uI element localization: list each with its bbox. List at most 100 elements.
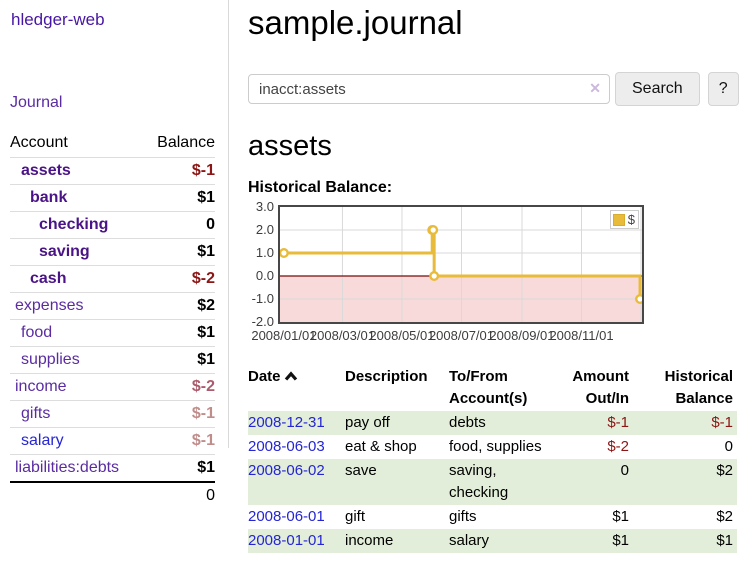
transaction-date-link[interactable]: 2008-06-03 [248,438,325,455]
account-link[interactable]: gifts [21,405,51,422]
accounts-rows: assets $-1 bank $1 checking 0 saving $1 cash $-2 e… [10,157,215,482]
account-row: supplies $1 [10,346,215,374]
account-row: assets $-1 [10,157,215,185]
transaction-balance: $-1 [711,414,733,431]
transaction-amount: $-1 [607,414,629,431]
accounts-table: Account Balance assets $-1 bank $1 checking 0… [10,134,215,509]
account-link[interactable]: bank [30,189,68,206]
transaction-description: save [345,462,377,479]
chart-legend: $ [609,210,639,229]
account-row: expenses $2 [10,292,215,320]
transaction-date-link[interactable]: 2008-06-01 [248,508,325,525]
transaction-accounts: salary [449,532,490,549]
account-link[interactable]: salary [21,432,64,449]
transaction-description: eat & shop [345,438,417,455]
account-row: checking 0 [10,211,215,239]
clear-search-icon[interactable]: ✕ [589,80,601,96]
y-axis-label: 0.0 [255,268,274,283]
transaction-description: pay off [345,414,390,431]
transaction-row: 2008-06-03 eat & shop food, supplies $-2 0 [248,435,737,459]
transaction-amount: $1 [612,508,629,525]
transactions-table: Date Description To/From Account(s) Amou… [248,365,737,553]
page-title: sample.journal [248,4,463,41]
transaction-balance: $2 [716,462,733,479]
transaction-description: income [345,532,394,549]
y-axis-label: 1.0 [255,245,274,260]
account-balance: 0 [143,211,215,239]
account-link[interactable]: saving [39,243,90,260]
account-row: salary $-1 [10,427,215,455]
accounts-total-value: 0 [143,481,215,509]
account-balance: $-2 [143,265,215,293]
column-header-description: Description [345,368,428,385]
search-help-button[interactable]: ? [707,72,739,106]
transaction-accounts: gifts [449,508,477,525]
transaction-balance: $1 [716,532,733,549]
y-axis-label: -1.0 [251,291,274,306]
account-link[interactable]: liabilities:debts [15,459,120,476]
account-balance: $2 [143,292,215,320]
account-balance: $-1 [143,400,215,428]
transaction-description: gift [345,508,366,525]
account-row: saving $1 [10,238,215,266]
transactions-rows: 2008-12-31 pay off debts $-1 $-1 2008-06-03 ea… [248,411,737,553]
account-row: cash $-2 [10,265,215,293]
account-row: gifts $-1 [10,400,215,428]
account-link[interactable]: income [15,378,67,395]
transaction-row: 2008-12-31 pay off debts $-1 $-1 [248,411,737,435]
account-heading: assets [248,130,332,162]
account-link[interactable]: assets [21,162,71,179]
transaction-amount: 0 [620,462,629,479]
x-axis-label: 2008/09/01 [489,328,555,343]
column-header-amount: Amount Out/In [572,368,629,407]
transaction-date-link[interactable]: 2008-06-02 [248,462,325,479]
accounts-header-balance: Balance [157,134,215,151]
account-row: food $1 [10,319,215,347]
transaction-accounts: food, supplies [449,438,542,455]
x-axis-label: 2008/01/01 [251,328,317,343]
sidebar-item-journal[interactable]: Journal [10,94,63,111]
y-axis-label: 2.0 [255,222,274,237]
search-input[interactable] [248,74,610,104]
account-balance: $1 [143,454,215,482]
account-balance: $-2 [143,373,215,401]
x-axis-label: 2008/03/01 [309,328,375,343]
x-axis-label: 2008/05/01 [369,328,435,343]
transaction-date-link[interactable]: 2008-01-01 [248,532,325,549]
transaction-amount: $1 [612,532,629,549]
sidebar: hledger-web Journal Account Balance asse… [0,0,229,509]
legend-swatch-icon [612,213,625,226]
app-brand-link[interactable]: hledger-web [11,10,105,29]
y-axis-label: -2.0 [251,314,274,329]
sort-up-icon [284,371,297,381]
transaction-amount: $-2 [607,438,629,455]
column-header-balance: Historical Balance [664,368,733,407]
x-axis-label: 2008/07/01 [428,328,495,343]
total-spacer [10,481,144,509]
transaction-row: 2008-06-02 save saving, checking 0 $2 [248,459,737,505]
account-row: liabilities:debts $1 [10,454,215,482]
transactions-header-row: Date Description To/From Account(s) Amou… [248,365,737,411]
transaction-row: 2008-06-01 gift gifts $1 $2 [248,505,737,529]
chart-title: Historical Balance: [248,179,393,196]
account-balance: $1 [143,184,215,212]
accounts-total-row: 0 [10,481,215,509]
transaction-accounts: saving, checking [449,462,509,501]
column-header-date[interactable]: Date [248,365,345,411]
account-link[interactable]: checking [39,216,109,233]
account-balance: $1 [143,319,215,347]
account-row: income $-2 [10,373,215,401]
historical-balance-chart: $ 3.0 2.0 1.0 0.0 -1.0 -2.0 2008/01/01 2008/03/… [248,200,742,345]
account-link[interactable]: supplies [21,351,80,368]
legend-label: $ [627,212,635,227]
y-axis-label: 3.0 [255,199,274,214]
transaction-balance: 0 [724,438,733,455]
search-form: ✕ Search ? [248,72,742,106]
account-link[interactable]: expenses [15,297,84,314]
search-button[interactable]: Search [615,72,700,106]
account-link[interactable]: cash [30,270,67,287]
column-header-accounts: To/From Account(s) [449,368,528,407]
account-balance: $1 [143,346,215,374]
account-link[interactable]: food [21,324,53,341]
transaction-date-link[interactable]: 2008-12-31 [248,414,325,431]
